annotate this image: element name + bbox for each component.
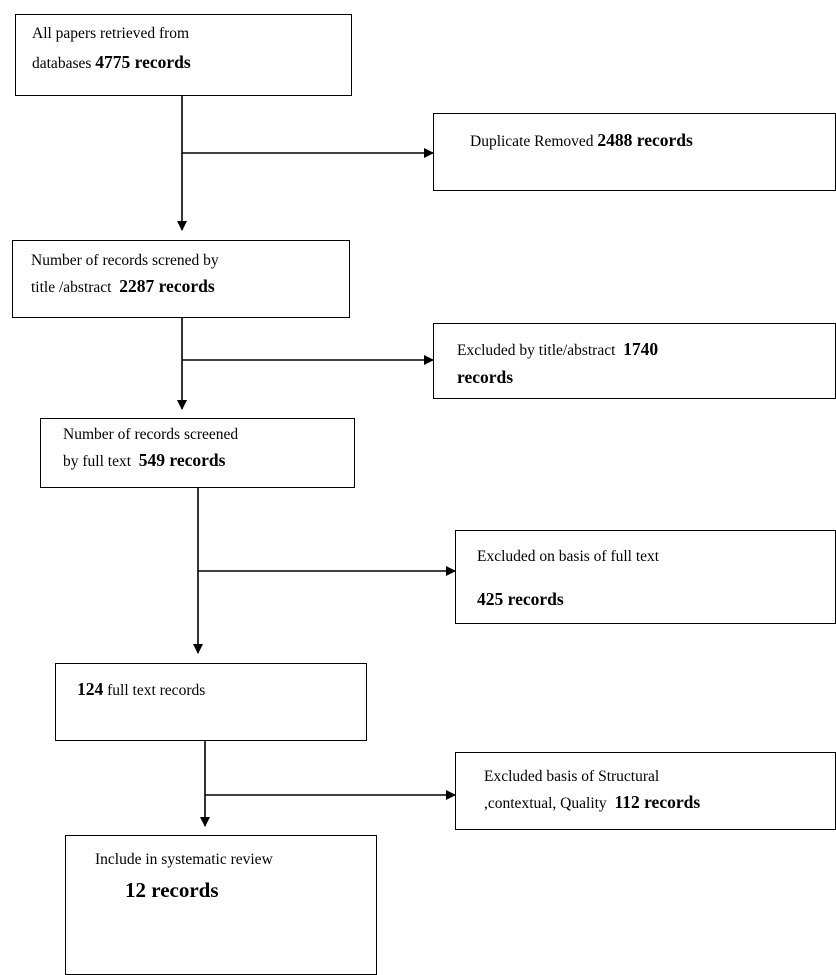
excluded-full-box — [455, 530, 836, 624]
excluded-quality-count: 112 records — [614, 792, 701, 812]
excluded-title-count-num: 1740 — [623, 339, 659, 359]
excluded-title-line1: Excluded by title/abstract 1740 — [457, 336, 658, 364]
screened-title-box — [12, 240, 350, 318]
screened-full-prefix: by full text — [63, 453, 132, 470]
retrieved-box — [15, 14, 352, 96]
full-text-records-count: 124 — [77, 679, 104, 699]
duplicates-box — [433, 113, 836, 191]
included-line2: 12 records — [125, 877, 219, 906]
excluded-title-count-word: records — [457, 367, 514, 387]
full-text-records-text: 124 full text records — [77, 676, 205, 704]
screened-title-line1: Number of records screned by — [31, 252, 219, 269]
full-text-records-suffix: full text records — [107, 682, 206, 699]
screened-title-line2: title /abstract 2287 records — [31, 273, 215, 301]
retrieved-line2: databases 4775 records — [32, 49, 191, 77]
screened-title-count: 2287 records — [119, 276, 215, 296]
excluded-full-line2: 425 records — [477, 586, 564, 614]
screened-full-line1: Number of records screened — [63, 426, 239, 443]
duplicates-count: 2488 records — [597, 130, 693, 150]
retrieved-count: 4775 records — [95, 52, 191, 72]
excluded-quality-prefix: ,contextual, Quality — [484, 795, 607, 812]
excluded-quality-line2: ,contextual, Quality 112 records — [484, 789, 700, 817]
included-line1: Include in systematic review — [95, 851, 273, 868]
included-count: 12 records — [125, 878, 219, 902]
screened-full-box — [40, 418, 355, 488]
retrieved-prefix: databases — [32, 55, 92, 72]
excluded-quality-line1: Excluded basis of Structural — [484, 768, 660, 785]
duplicates-prefix: Duplicate Removed — [470, 133, 594, 150]
excluded-full-count: 425 records — [477, 589, 564, 609]
excluded-full-line1: Excluded on basis of full text — [477, 548, 660, 565]
excluded-title-prefix: Excluded by title/abstract — [457, 342, 616, 359]
excluded-quality-box — [455, 752, 836, 830]
screened-full-count: 549 records — [138, 450, 226, 470]
screened-title-prefix: title /abstract — [31, 279, 112, 296]
screened-full-line2: by full text 549 records — [63, 447, 225, 475]
retrieved-line1: All papers retrieved from — [32, 25, 190, 42]
excluded-title-line2: records — [457, 364, 513, 392]
full-text-records-box — [55, 663, 367, 741]
included-box — [65, 835, 377, 975]
duplicates-text: Duplicate Removed 2488 records — [470, 127, 693, 155]
